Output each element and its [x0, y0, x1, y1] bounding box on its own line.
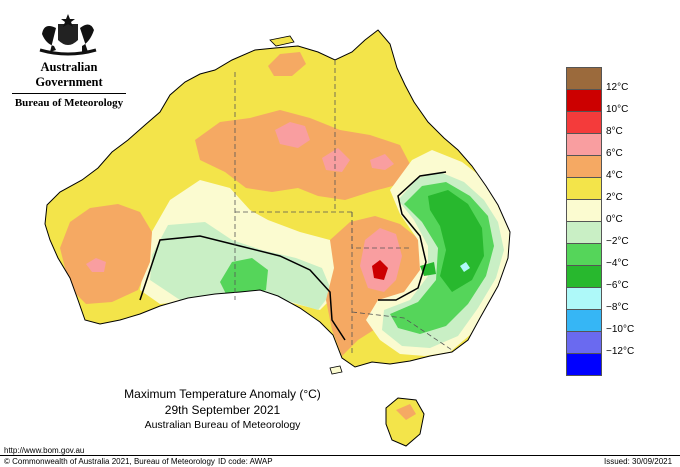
anomaly-zone-6-8-west [86, 258, 106, 272]
anomaly-zone-4-6-north-cap [268, 52, 306, 76]
map-title: Maximum Temperature Anomaly (°C) [124, 387, 321, 401]
government-name: Australian Government [35, 60, 103, 89]
legend-label: 10°C [606, 104, 629, 115]
legend-swatch [566, 200, 602, 222]
anomaly-zone-6-8-central-a [275, 122, 310, 148]
legend-swatch [566, 222, 602, 244]
arms-kangaroo-icon [42, 26, 56, 52]
color-legend: 12°C 10°C 8°C 6°C 4°C 2°C 0°C −2°C −4°C −6°C −8°C −… [566, 67, 634, 376]
legend-swatch [566, 310, 602, 332]
footer-issued: Issued: 30/09/2021 [604, 457, 673, 466]
legend-label: −4°C [606, 258, 629, 269]
anomaly-zone-6-8-central-b [322, 148, 350, 172]
legend-label: 6°C [606, 148, 623, 159]
legend-swatch [566, 288, 602, 310]
anomaly-zone-4-6-west [60, 204, 152, 304]
legend-label: 8°C [606, 126, 623, 137]
legend-swatch [566, 67, 602, 90]
anomaly-zone-6-8-central-c [370, 154, 394, 170]
arms-emu-icon [80, 24, 94, 52]
footer-copyright: © Commonwealth of Australia 2021, Bureau… [4, 457, 215, 466]
tasmania-warm-patch [396, 404, 416, 420]
anomaly-zone-8-10-south [372, 260, 388, 280]
anomaly-zone-m8-m6-east [460, 262, 470, 272]
coat-of-arms [39, 14, 97, 56]
footer-rule [0, 455, 680, 456]
legend-label: −10°C [606, 324, 635, 335]
tasmania [385, 397, 425, 447]
legend-swatch [566, 266, 602, 288]
legend-swatch [566, 354, 602, 376]
anomaly-zone-6-8-south [360, 228, 402, 292]
footer-id-code: ID code: AWAP [218, 457, 273, 466]
island-kangaroo [329, 365, 343, 375]
org-identity: Australian Government Bureau of Meteorol… [8, 8, 130, 109]
legend-swatch [566, 244, 602, 266]
legend-swatch [566, 112, 602, 134]
tasmania-island [385, 397, 425, 447]
arms-wattle-icon [39, 48, 97, 56]
legend-label: −8°C [606, 302, 629, 313]
legend-swatch [566, 332, 602, 354]
legend-label: −12°C [606, 346, 635, 357]
legend-label: 4°C [606, 170, 623, 181]
legend-label: −6°C [606, 280, 629, 291]
legend-label: −2°C [606, 236, 629, 247]
border-nsw-vic [351, 311, 453, 351]
arms-star-icon [61, 14, 75, 27]
footer-url[interactable]: http://www.bom.gov.au [4, 446, 85, 455]
legend-label: 0°C [606, 214, 623, 225]
mainland-coastline [44, 29, 511, 368]
arms-shield-icon [58, 24, 78, 45]
state-borders [234, 60, 453, 356]
map-caption: Maximum Temperature Anomaly (°C) 29th Se… [95, 387, 350, 431]
legend-swatch [566, 90, 602, 112]
legend-swatch [566, 156, 602, 178]
bureau-name: Bureau of Meteorology [14, 97, 124, 109]
legend-swatch [566, 134, 602, 156]
legend-swatch [566, 178, 602, 200]
legend-label: 12°C [606, 82, 629, 93]
org-divider [12, 93, 126, 94]
map-date: 29th September 2021 [164, 403, 281, 417]
map-source: Australian Bureau of Meteorology [144, 419, 301, 431]
island-melville [269, 35, 295, 47]
legend-label: 2°C [606, 192, 623, 203]
anomaly-zone-m4-m2-west [220, 258, 268, 296]
anomaly-zone-4-6-central [195, 110, 412, 200]
anomaly-zone-m6-m4-east [428, 190, 484, 292]
legend-swatches [566, 67, 602, 376]
anomaly-zone-m6-m4-east-b [420, 262, 436, 276]
contour-zero-line [139, 171, 447, 341]
